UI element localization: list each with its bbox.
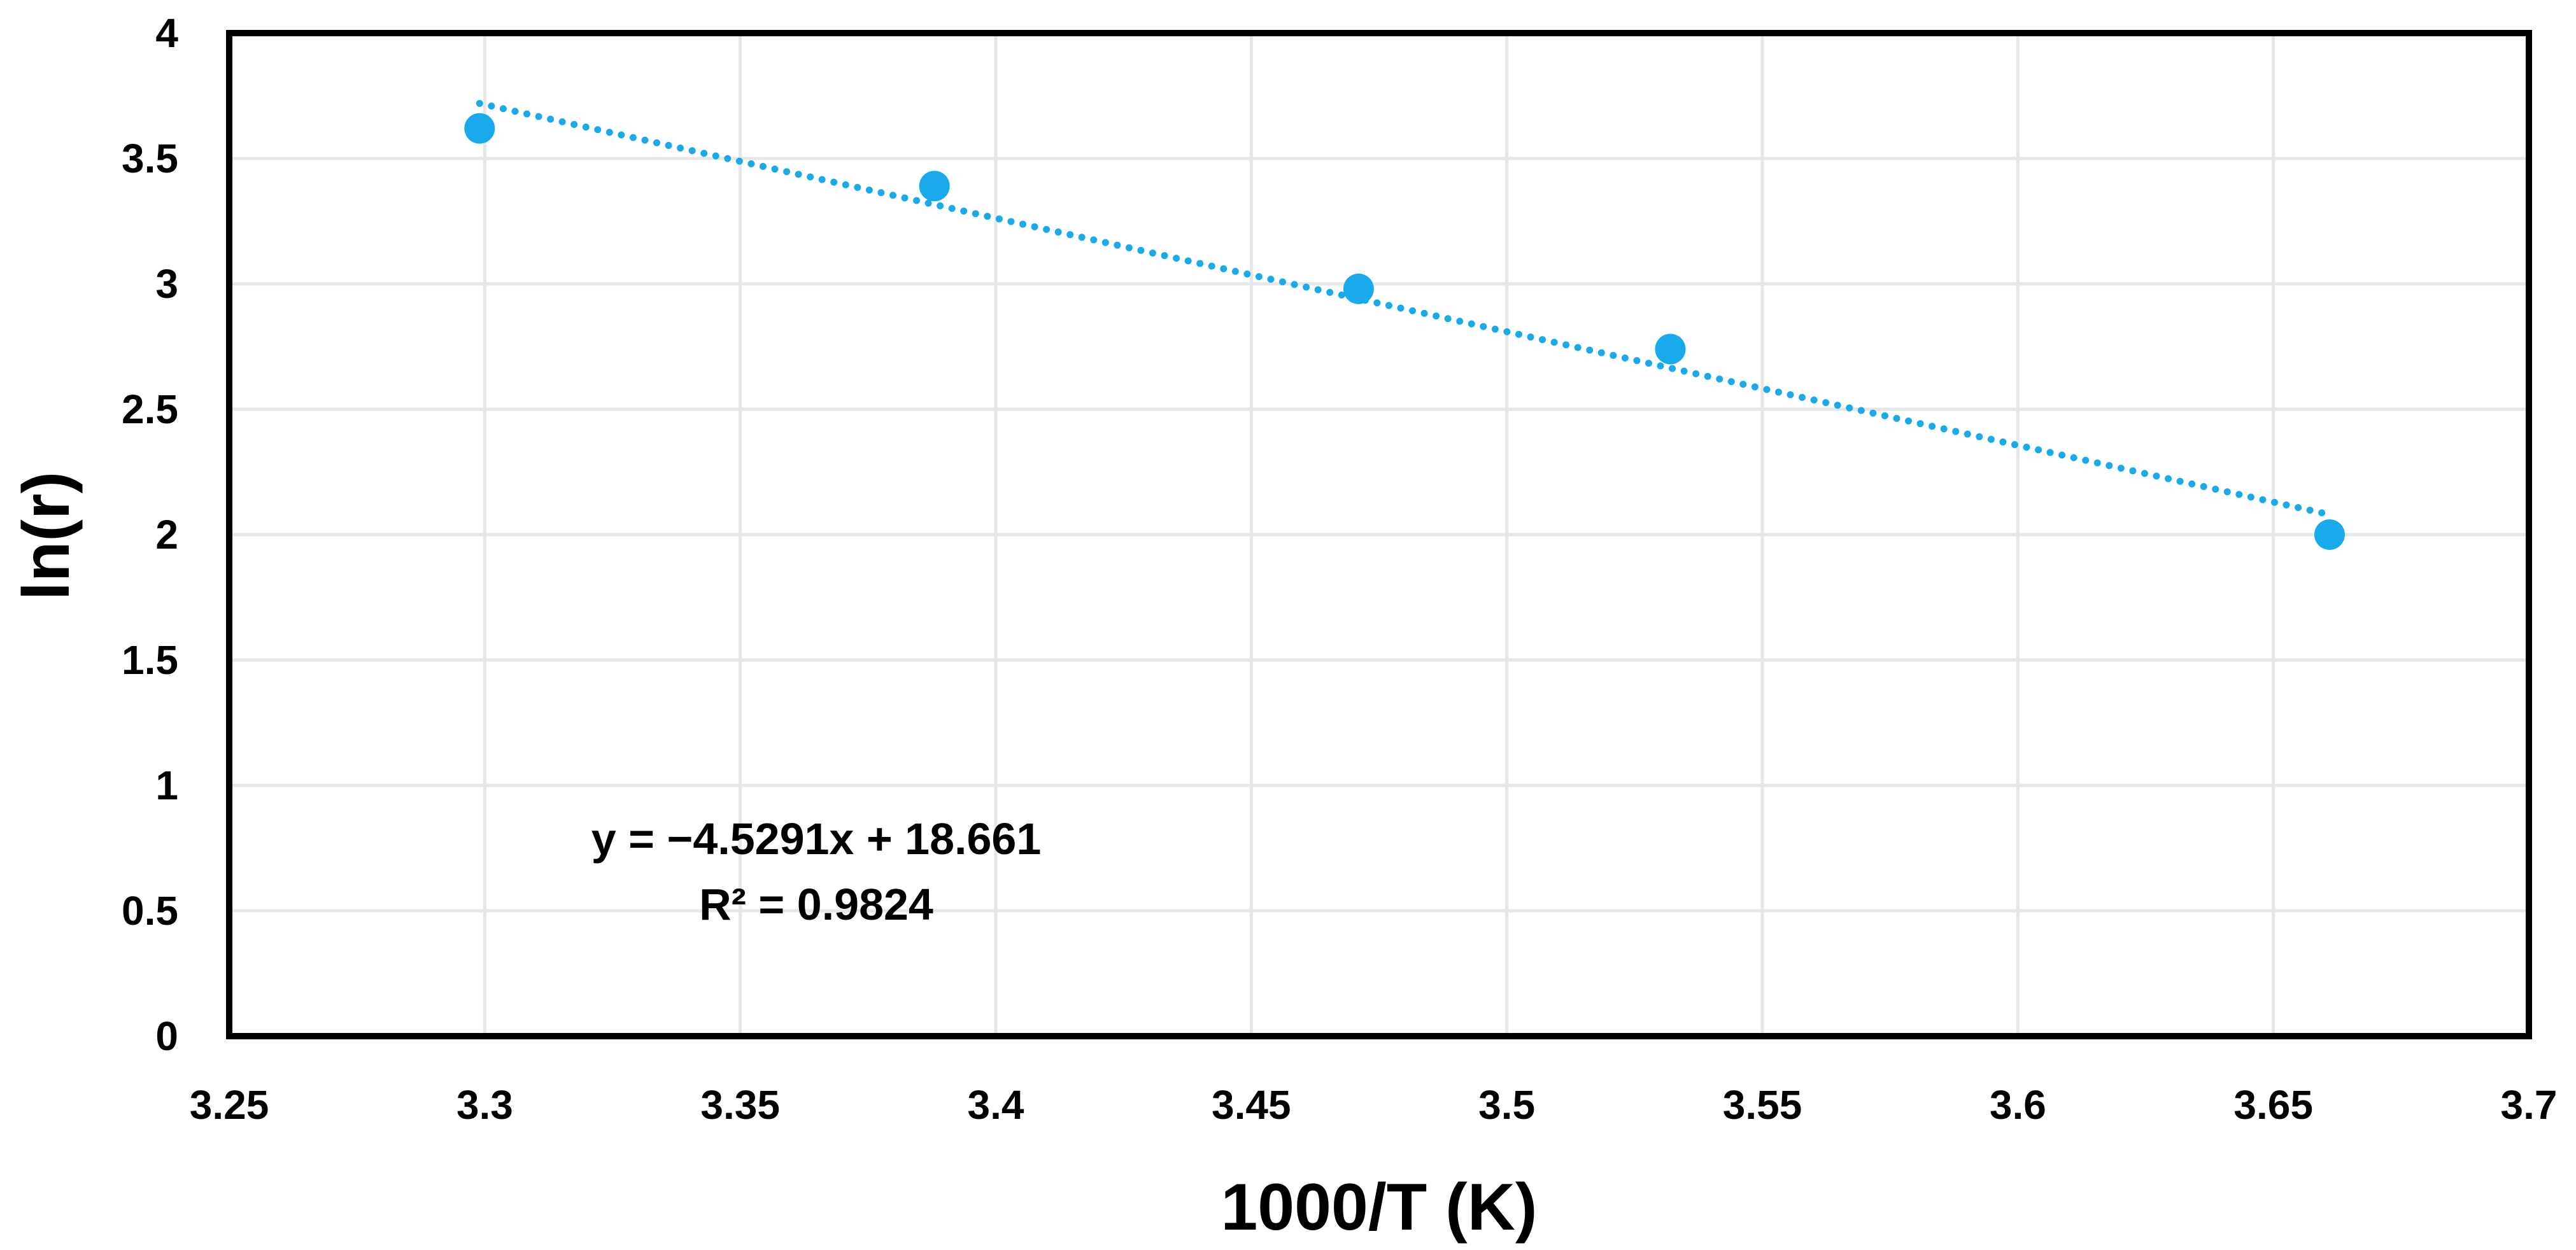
x-axis-tick-labels: 3.25 3.3 3.35 3.4 3.45 3.5 3.55 3.6 3.65 3.7 (190, 1082, 2558, 1128)
linear-trendline (476, 100, 2333, 518)
trendline-group (476, 100, 2333, 518)
y-tick-label: 3.5 (122, 136, 178, 181)
y-tick-label: 0 (155, 1013, 178, 1059)
x-tick-label: 3.45 (1212, 1082, 1291, 1128)
trendline-equation: y = −4.5291x + 18.661 (591, 814, 1042, 864)
y-tick-label: 4 (155, 10, 178, 56)
grid-lines (229, 33, 2529, 1036)
data-point (919, 171, 950, 202)
x-tick-label: 3.3 (456, 1082, 513, 1128)
data-point (464, 113, 495, 144)
y-tick-label: 2.5 (122, 386, 178, 432)
x-tick-label: 3.4 (968, 1082, 1024, 1128)
y-axis-title: ln(r) (10, 472, 83, 600)
x-tick-label: 3.55 (1723, 1082, 1802, 1128)
y-axis-tick-labels: 0 0.5 1 1.5 2 2.5 3 3.5 4 (122, 10, 178, 1059)
trendline-r-squared: R² = 0.9824 (699, 880, 933, 929)
x-tick-label: 3.35 (700, 1082, 780, 1128)
x-tick-label: 3.7 (2501, 1082, 2558, 1128)
y-tick-label: 1 (155, 762, 178, 808)
y-tick-label: 3 (155, 261, 178, 307)
data-point (1343, 273, 1374, 304)
plot-area-frame (226, 30, 2532, 1039)
y-tick-label: 1.5 (122, 637, 178, 683)
data-points (464, 113, 2345, 550)
data-point (2314, 519, 2345, 550)
x-tick-label: 3.25 (190, 1082, 269, 1128)
data-point (1655, 334, 1686, 365)
x-tick-label: 3.6 (1990, 1082, 2046, 1128)
y-tick-label: 2 (155, 512, 178, 558)
y-tick-label: 0.5 (122, 888, 178, 934)
x-tick-label: 3.5 (1478, 1082, 1535, 1128)
x-tick-label: 3.65 (2233, 1082, 2313, 1128)
x-axis-title: 1000/T (K) (1221, 1170, 1537, 1244)
